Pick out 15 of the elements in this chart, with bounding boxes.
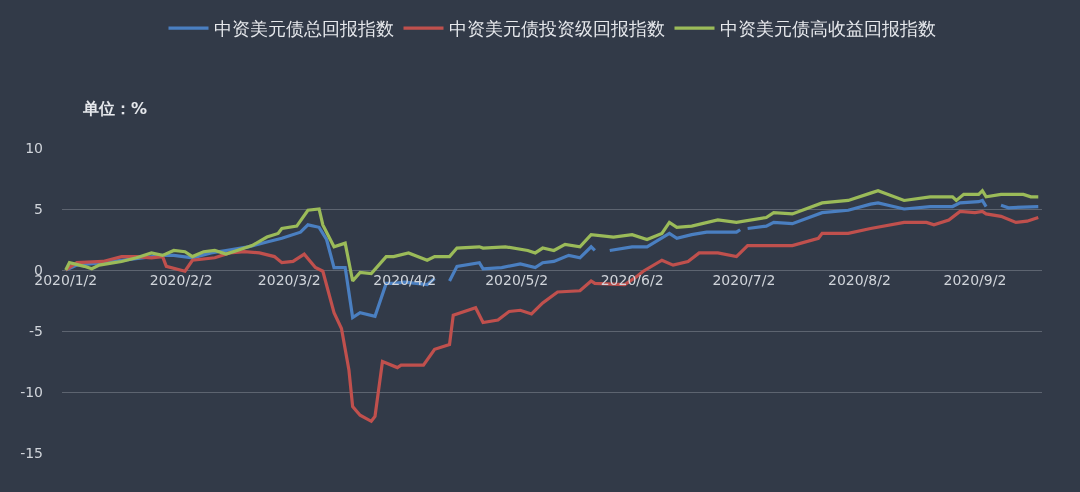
x-tick-label: 2020/7/2 [712, 272, 776, 288]
legend-label: 中资美元债总回报指数 [213, 18, 394, 40]
x-tick-label: 2020/5/2 [485, 272, 549, 288]
x-tick-label: 2020/3/2 [257, 272, 321, 288]
y-tick-label: -5 [29, 322, 43, 339]
y-tick-label: -15 [20, 444, 43, 461]
y-tick-label: -10 [20, 383, 43, 400]
text: 单位：% [82, 99, 148, 118]
y-tick-label: 5 [34, 200, 43, 217]
legend-label: 中资美元债投资级回报指数 [448, 18, 665, 40]
y-tick-label: 10 [25, 139, 43, 156]
x-tick-label: 2020/8/2 [827, 272, 891, 288]
x-tick-label: 2020/2/2 [149, 272, 213, 288]
legend-label: 中资美元债高收益回报指数 [719, 18, 936, 40]
x-tick-label: 2020/9/2 [943, 272, 1007, 288]
